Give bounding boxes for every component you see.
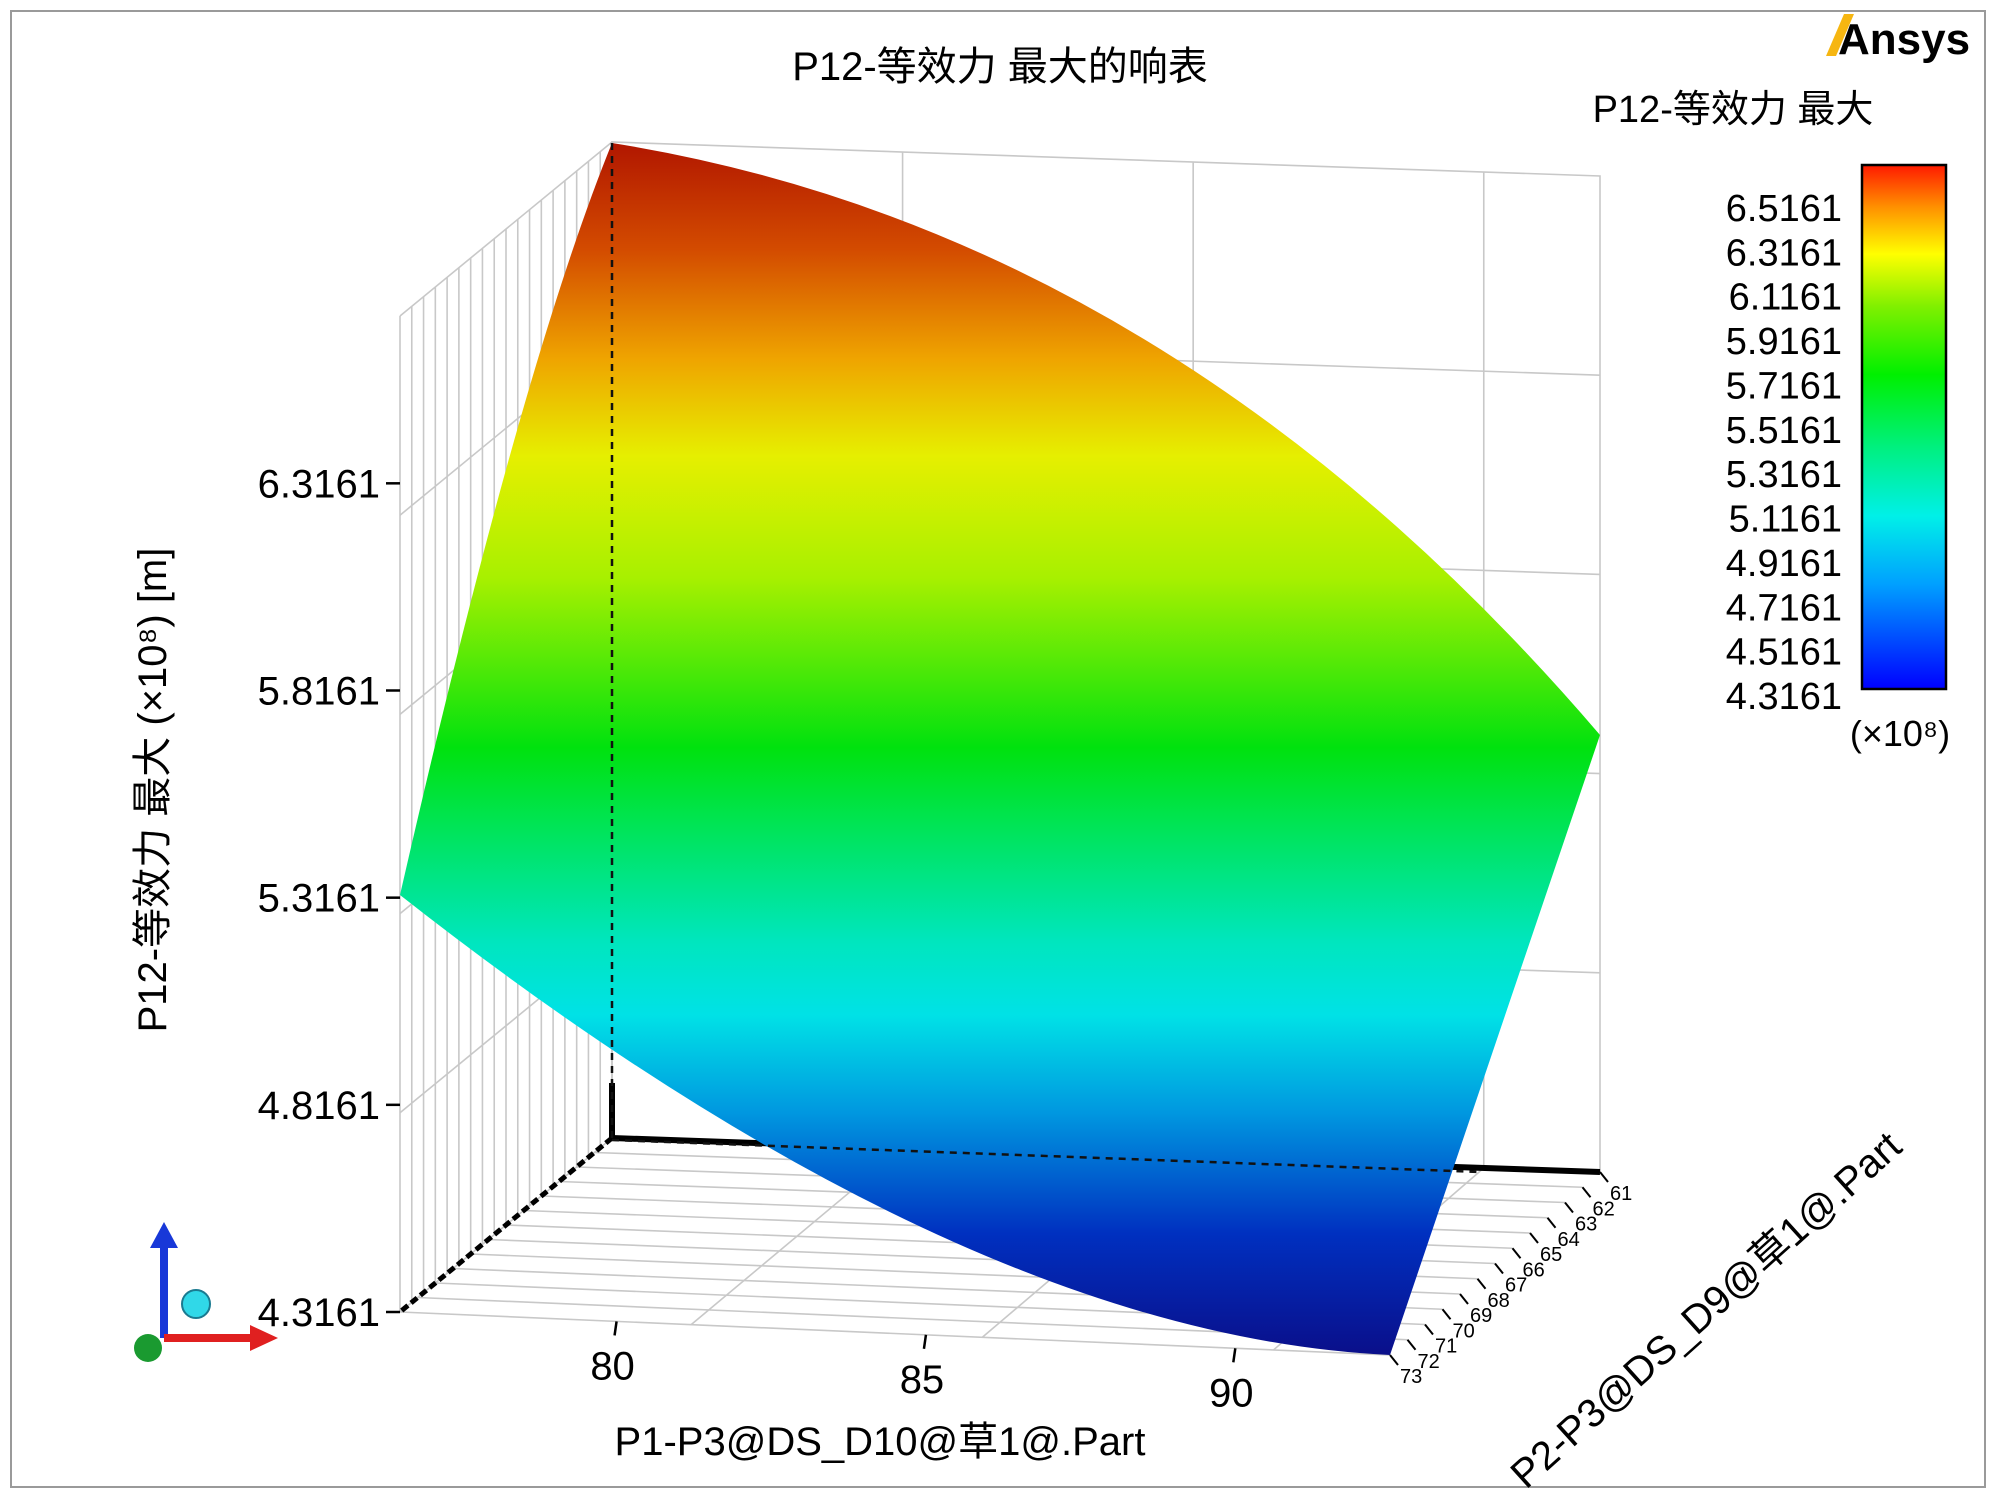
colorbar-tick-label: 5.5161 bbox=[1726, 410, 1842, 452]
z-axis-ticks: 4.3161 4.8161 5.3161 5.8161 6.3161 bbox=[258, 462, 400, 1335]
z-tick-label: 4.3161 bbox=[258, 1291, 380, 1335]
colorbar-tick-label: 4.3161 bbox=[1726, 676, 1842, 718]
y-tick-mark bbox=[1476, 1278, 1487, 1290]
y-tick-mark bbox=[1511, 1247, 1522, 1259]
y-tick-label: 61 bbox=[1610, 1183, 1632, 1205]
colorbar-tick-label: 6.1161 bbox=[1729, 277, 1842, 319]
colorbar-ticks: 6.51616.31616.11615.91615.71615.51615.31… bbox=[1726, 188, 1842, 718]
triad-x-arrow bbox=[250, 1325, 278, 1351]
y-tick-label: 65 bbox=[1540, 1244, 1562, 1266]
y-tick-mark bbox=[1546, 1217, 1557, 1229]
y-tick-label: 71 bbox=[1435, 1336, 1457, 1358]
y-tick-mark bbox=[1599, 1171, 1609, 1183]
triad-y-sphere bbox=[181, 1289, 211, 1319]
colorbar-tick-label: 6.5161 bbox=[1726, 188, 1842, 230]
x-axis-ticks: 80 85 90 bbox=[590, 1321, 1254, 1415]
colorbar-tick-label: 5.9161 bbox=[1726, 321, 1842, 363]
x-tick-mark bbox=[922, 1334, 928, 1350]
y-tick-mark bbox=[1459, 1293, 1469, 1305]
colorbar-tick-label: 5.7161 bbox=[1726, 365, 1842, 407]
left-wall-gridline-horizontal bbox=[399, 141, 613, 317]
colorbar-tick-label: 4.5161 bbox=[1726, 632, 1842, 674]
floor-gridline bbox=[399, 1311, 1391, 1356]
z-tick-label: 6.3161 bbox=[258, 462, 380, 506]
y-tick-mark bbox=[1529, 1232, 1539, 1244]
x-axis-label: P1-P3@DS_D10@草1@.Part bbox=[615, 1420, 1146, 1464]
x-tick-label: 80 bbox=[590, 1344, 635, 1388]
colorbar-tick-label: 5.3161 bbox=[1726, 454, 1842, 496]
x-tick-label: 85 bbox=[900, 1358, 945, 1402]
y-axis-label: P2-P3@DS_D9@草1@.Part bbox=[1503, 1124, 1910, 1497]
ansys-logo: Ansys bbox=[1826, 14, 1970, 64]
y-tick-label: 70 bbox=[1453, 1320, 1475, 1342]
y-tick-mark bbox=[1564, 1201, 1574, 1214]
y-tick-label: 67 bbox=[1505, 1275, 1527, 1297]
colorbar-tick-label: 5.1161 bbox=[1729, 499, 1842, 541]
colorbar-tick-label: 4.7161 bbox=[1726, 587, 1842, 629]
x-tick-mark bbox=[1232, 1348, 1237, 1363]
response-surface bbox=[400, 143, 1600, 1355]
y-tick-label: 72 bbox=[1418, 1351, 1440, 1373]
triad-origin-sphere bbox=[134, 1334, 162, 1362]
y-tick-mark bbox=[1441, 1308, 1452, 1320]
ansys-logo-text: Ansys bbox=[1838, 15, 1970, 64]
chart-title: P12-等效力 最大的响表 bbox=[792, 45, 1208, 89]
y-tick-label: 73 bbox=[1400, 1366, 1422, 1388]
triad-z-arrow bbox=[150, 1222, 178, 1248]
y-tick-label: 63 bbox=[1575, 1214, 1597, 1236]
y-tick-mark bbox=[1494, 1262, 1504, 1275]
y-tick-label: 68 bbox=[1488, 1290, 1510, 1312]
z-tick-label: 4.8161 bbox=[258, 1084, 380, 1128]
y-tick-mark bbox=[1389, 1354, 1399, 1366]
colorbar-title: P12-等效力 最大 bbox=[1593, 89, 1874, 131]
colorbar-unit: (×10⁸) bbox=[1850, 713, 1950, 754]
y-tick-label: 69 bbox=[1470, 1305, 1492, 1327]
y-tick-label: 66 bbox=[1523, 1259, 1545, 1281]
ansys-logo-mark bbox=[1826, 14, 1854, 56]
y-tick-label: 64 bbox=[1558, 1229, 1580, 1251]
y-tick-mark bbox=[1581, 1186, 1592, 1198]
x-tick-label: 90 bbox=[1209, 1371, 1254, 1415]
z-axis-label: P12-等效力 最大 (×10⁸) [m] bbox=[131, 548, 175, 1033]
orientation-triad bbox=[134, 1222, 278, 1362]
y-tick-label: 62 bbox=[1593, 1198, 1615, 1220]
z-tick-label: 5.8161 bbox=[258, 669, 380, 713]
y-tick-mark bbox=[1406, 1339, 1417, 1351]
colorbar-tick-label: 4.9161 bbox=[1726, 543, 1842, 585]
colorbar: P12-等效力 最大 6.51616.31616.11615.91615.716… bbox=[1593, 89, 1951, 754]
y-tick-mark bbox=[1424, 1323, 1434, 1336]
x-tick-mark bbox=[613, 1321, 618, 1336]
surface-guide-lines bbox=[610, 143, 1481, 1174]
colorbar-gradient bbox=[1860, 163, 1948, 691]
z-tick-label: 5.3161 bbox=[258, 877, 380, 921]
colorbar-tick-label: 6.3161 bbox=[1726, 232, 1842, 274]
